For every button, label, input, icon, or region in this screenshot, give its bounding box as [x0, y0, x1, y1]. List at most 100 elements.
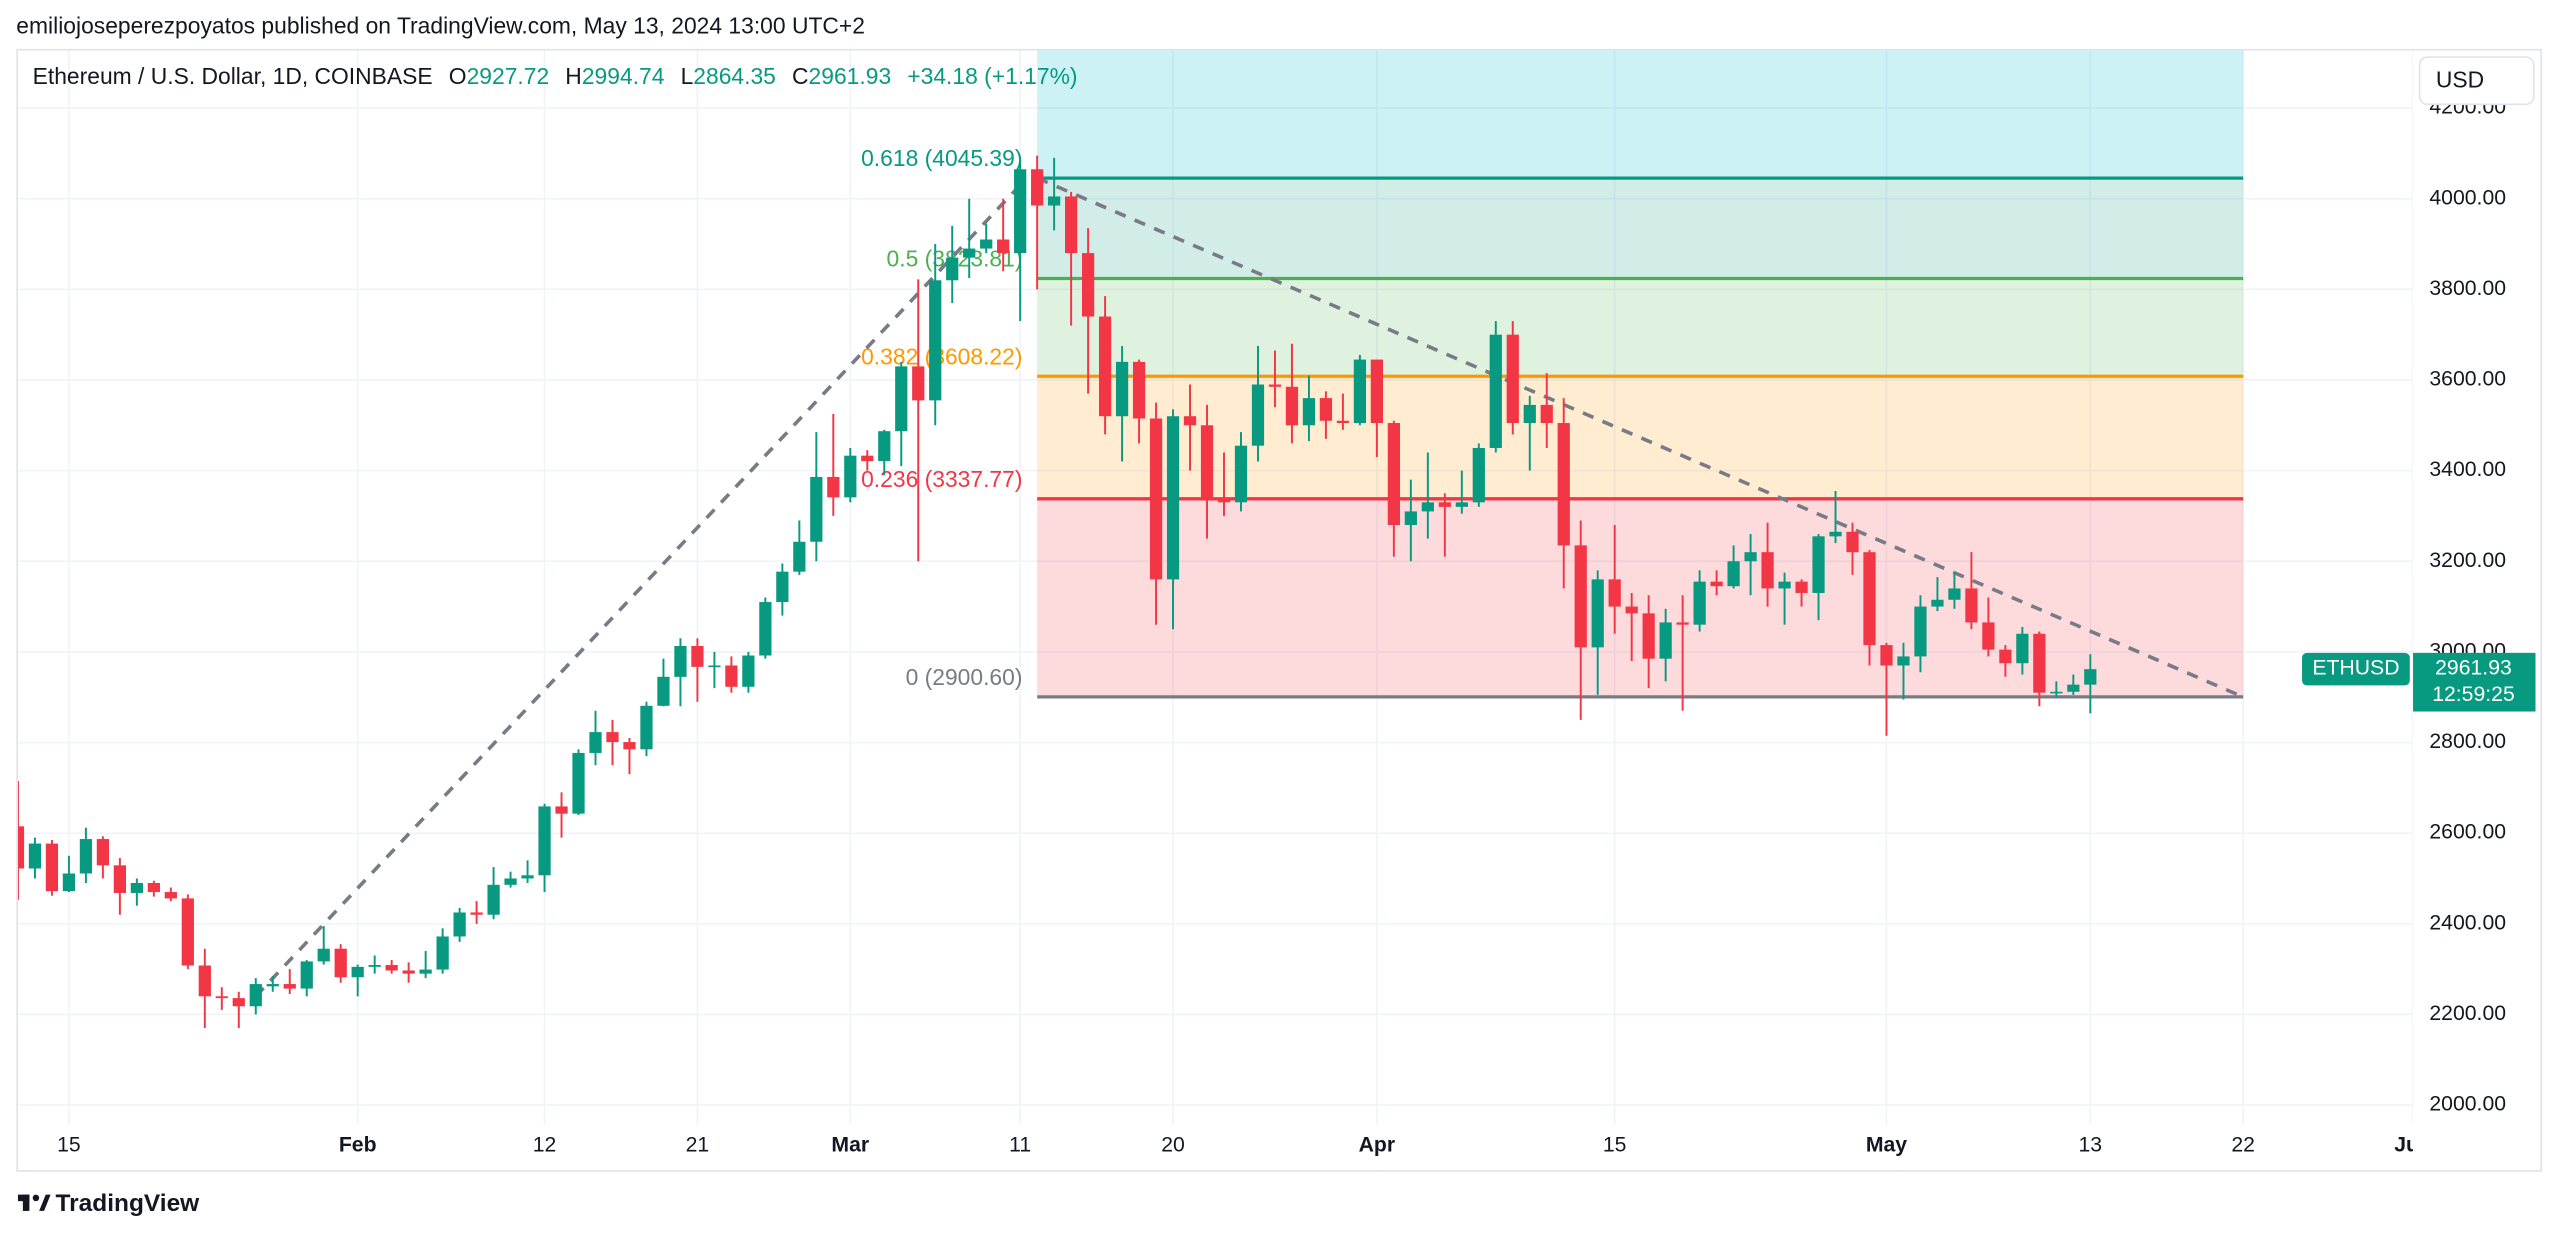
fib-level-label: 0.236 (3337.77)	[861, 466, 1022, 492]
logo-dot	[32, 1194, 40, 1202]
candle-body	[1489, 334, 1502, 448]
candle-body	[1472, 447, 1485, 503]
tradingview-logo[interactable]: TradingView	[17, 1190, 201, 1217]
candle-body	[1965, 588, 1978, 623]
candle-body	[1183, 416, 1197, 426]
candle-body	[402, 970, 415, 974]
legend-open: 2927.72	[467, 63, 550, 89]
candle-body	[1557, 423, 1570, 546]
candle-body	[130, 883, 143, 893]
legend-high: 2994.74	[582, 63, 665, 89]
candle-body	[28, 843, 42, 869]
candle-body	[1132, 361, 1146, 419]
fibonacci: 0.618 (4045.39)0.5 (3823.81)0.382 (3608.…	[861, 50, 2244, 699]
candle-body	[2050, 691, 2063, 694]
candle-body	[215, 996, 228, 999]
fib-zone	[1037, 498, 2244, 697]
chart-frame	[16, 48, 2543, 1172]
candle-body	[929, 280, 942, 401]
candle-body	[2016, 633, 2029, 664]
currency-button-label[interactable]: USD	[2436, 67, 2484, 93]
candle-body	[708, 665, 721, 668]
candle-body	[2084, 669, 2097, 685]
y-tick-label: 2400.00	[2429, 911, 2506, 934]
symbol-tag: ETHUSD	[2312, 657, 2399, 680]
candle-body	[45, 843, 59, 892]
candle-body	[997, 239, 1010, 254]
candle-body	[1115, 361, 1129, 417]
candle-body	[436, 936, 449, 970]
candle-body	[1336, 420, 1350, 424]
candle-body	[1693, 581, 1706, 625]
candle-body	[1149, 418, 1163, 580]
x-tick-label: 12	[533, 1133, 557, 1156]
candle-body	[96, 839, 110, 866]
candle-body	[351, 966, 364, 978]
x-tick-label: May	[1866, 1133, 1907, 1156]
y-tick-label: 3800.00	[2429, 277, 2506, 300]
currency-button-box[interactable]	[2418, 56, 2535, 106]
candle-body	[334, 948, 347, 978]
candle-body	[691, 645, 704, 667]
candle-body	[1506, 334, 1519, 424]
candle-body	[776, 571, 789, 603]
fib-zone	[1037, 178, 2244, 279]
candle-body	[164, 892, 177, 899]
legend-close: 2961.93	[809, 63, 892, 89]
candle-body	[861, 455, 874, 462]
candle-body	[1914, 606, 1927, 657]
candle-body	[17, 826, 25, 869]
last-price: 2961.93	[2435, 657, 2512, 680]
publisher-line: emiliojoseperezpoyatos published on Trad…	[16, 13, 865, 39]
candle-body	[385, 965, 398, 971]
y-tick-label: 3400.00	[2429, 458, 2506, 481]
x-tick-label: 20	[1161, 1133, 1185, 1156]
candle-body	[759, 602, 772, 656]
candle-body	[1642, 613, 1655, 659]
candle-body	[1761, 552, 1774, 589]
candle-body	[1370, 359, 1383, 424]
y-tick-label: 3600.00	[2429, 368, 2506, 391]
candle-body	[1319, 398, 1333, 421]
fib-level-label: 0 (2900.60)	[906, 664, 1023, 690]
candle-body	[1999, 649, 2012, 664]
candle-body	[1421, 502, 1434, 512]
candle-body	[1200, 425, 1214, 501]
candle-body	[1591, 579, 1604, 648]
candle-body	[1982, 622, 1995, 650]
currency-button[interactable]: USD	[2418, 56, 2535, 106]
candle-body	[487, 884, 500, 915]
candle-body	[62, 873, 76, 892]
candle-body	[555, 806, 568, 814]
candle-body	[810, 476, 823, 542]
candle-body	[1455, 502, 1468, 507]
fib-level-label: 0.618 (4045.39)	[861, 145, 1022, 171]
candle-body	[1778, 581, 1791, 589]
candle-body	[504, 878, 517, 885]
symbol-tag-box	[2302, 652, 2410, 686]
candle-body	[266, 984, 279, 987]
candle-body	[2033, 633, 2046, 693]
candle-body	[1014, 169, 1027, 254]
legend-close-label: C	[792, 63, 809, 89]
trend-lines	[254, 176, 2244, 998]
candle-body	[1744, 552, 1757, 562]
y-tick-label: 2000.00	[2429, 1093, 2506, 1116]
legend-low: 2864.35	[693, 63, 776, 89]
candle-body	[1608, 579, 1621, 607]
candle-body	[1048, 196, 1061, 206]
candle-body	[300, 961, 313, 989]
x-tick-label: 21	[686, 1133, 710, 1156]
brand-name[interactable]: TradingView	[56, 1190, 201, 1217]
y-tick-label: 2200.00	[2429, 1002, 2506, 1025]
candle-body	[419, 969, 432, 974]
candle-body	[1540, 404, 1553, 424]
candle-body	[1659, 622, 1672, 659]
candles	[17, 155, 2097, 1029]
candle-body	[725, 665, 738, 687]
grid	[17, 50, 2414, 1125]
candle-body	[79, 839, 93, 874]
fib-level-label: 0.382 (3608.22)	[861, 343, 1022, 369]
